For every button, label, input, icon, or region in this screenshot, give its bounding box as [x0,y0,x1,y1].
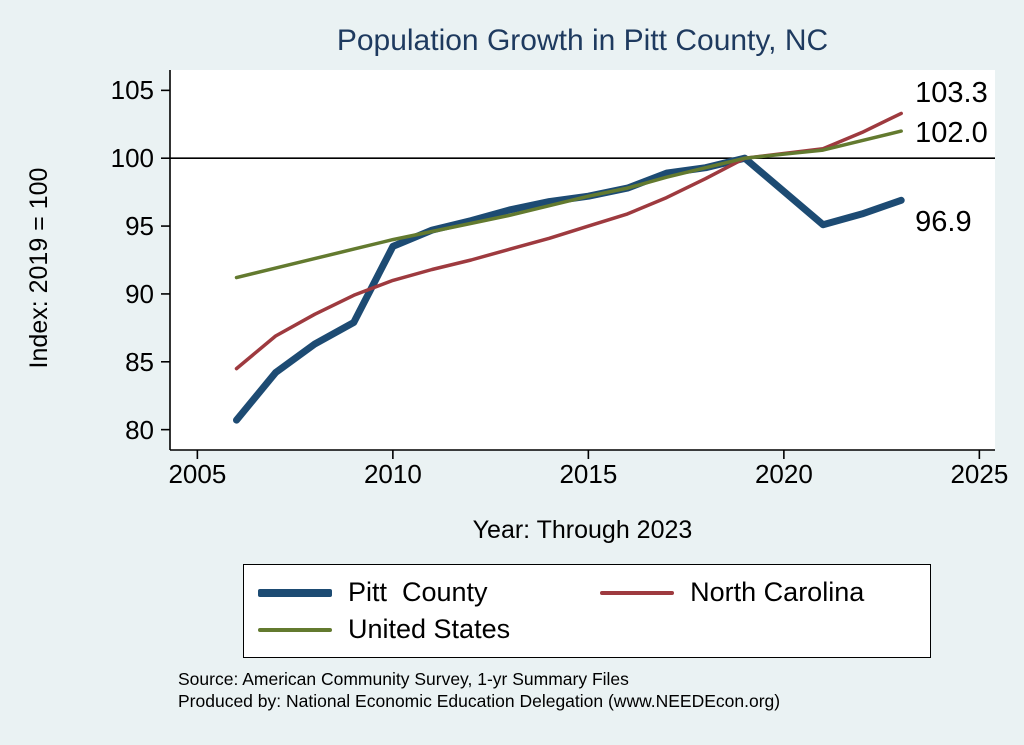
end-label-north-carolina: 103.3 [915,77,988,110]
source-line-1: Source: American Community Survey, 1-yr … [178,669,629,689]
y-tick-label: 100 [110,143,154,174]
x-tick-label: 2020 [754,459,813,489]
legend-swatch-united-states [258,627,332,632]
x-tick-label: 2025 [950,459,1009,489]
y-tick-label: 80 [125,414,154,445]
x-tick-label: 2015 [559,459,618,489]
series-line-united-states [234,129,903,280]
legend-swatch-pitt-county [258,588,332,597]
legend-label-pitt-county: Pitt County [348,577,488,607]
y-tick-label: 90 [125,278,154,309]
legend-item-united-states: United States [258,614,600,645]
legend-item-pitt-county: Pitt County [258,577,600,608]
source-note: Source: American Community Survey, 1-yr … [178,669,780,712]
end-label-pitt-county: 96.9 [915,206,972,239]
legend-label-north-carolina: North Carolina [690,577,865,607]
series-line-pitt-county [233,154,905,424]
end-label-united-states: 102.0 [915,117,988,150]
chart-title: Population Growth in Pitt County, NC [336,24,829,57]
y-tick-label: 85 [125,346,154,377]
legend-item-north-carolina: North Carolina [600,577,916,608]
legend: Pitt County North Carolina United States [243,564,931,658]
y-tick-label: 95 [125,211,154,242]
y-tick-label: 105 [110,75,154,106]
y-axis-title: Index: 2019 = 100 [25,167,53,369]
legend-label-united-states: United States [348,614,511,644]
legend-swatch-north-carolina [600,590,675,595]
x-tick-label: 2010 [363,459,422,489]
x-axis-title: Year: Through 2023 [472,516,693,544]
source-line-2: Produced by: National Economic Education… [178,690,781,711]
x-tick-label: 2005 [168,459,227,489]
